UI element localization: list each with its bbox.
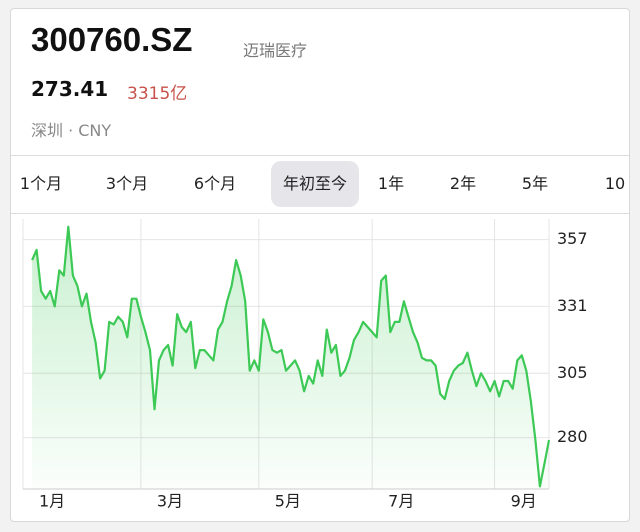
company-name: 迈瑞医疗 [243,41,308,60]
exchange: 深圳 · CNY [31,121,112,140]
range-tab[interactable]: 10 [604,174,626,193]
chart: 357 331 305 280 1月 3月 5月 7月 9月 [22,219,588,511]
range-tab[interactable]: 1年 [377,174,405,193]
range-tab[interactable]: 2年 [449,174,477,193]
x-tick-label: 1月 [39,492,65,511]
y-tick-label: 280 [557,427,588,446]
range-tab[interactable]: 6个月 [193,174,237,193]
y-tick-label: 331 [557,296,588,315]
separator [11,213,629,214]
symbol: 300760.SZ [31,21,193,58]
range-tab[interactable]: 1个月 [19,174,63,193]
price: 273.41 [31,77,109,101]
price-line [31,225,551,488]
market-cap: 3315亿 [127,84,188,104]
x-tick-label: 9月 [511,492,537,511]
price-area [32,226,549,489]
x-tick-label: 3月 [157,492,183,511]
x-tick-label: 7月 [388,492,414,511]
separator [11,155,629,156]
stock-card: 300760.SZ 迈瑞医疗 273.41 3315亿 深圳 · CNY 1个月… [10,8,630,522]
range-tab[interactable]: 5年 [521,174,549,193]
range-tab[interactable]: 年初至今 [271,161,359,207]
y-tick-label: 357 [557,229,588,248]
x-tick-label: 5月 [275,492,301,511]
range-tab[interactable]: 3个月 [105,174,149,193]
y-tick-label: 305 [557,363,588,382]
